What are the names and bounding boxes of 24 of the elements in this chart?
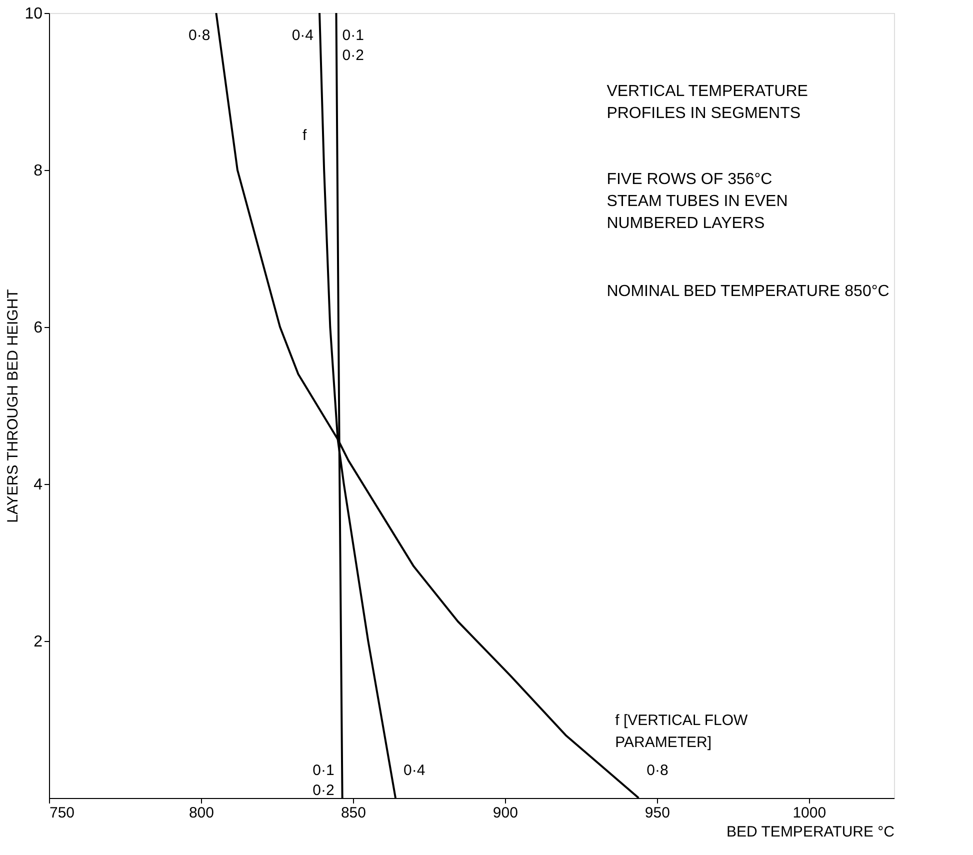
x-tick-label: 850 bbox=[340, 804, 366, 822]
series-label: 0·4 bbox=[292, 27, 314, 44]
text: 0·1 0·2 bbox=[312, 762, 334, 799]
x-tick-label: 800 bbox=[188, 804, 214, 822]
text: 0·8 bbox=[646, 762, 668, 779]
annotation: NOMINAL BED TEMPERATURE 850°C bbox=[606, 283, 890, 300]
series-label: 0·8 bbox=[188, 27, 210, 44]
x-tick-label: 950 bbox=[644, 804, 670, 822]
text: 0·4 bbox=[404, 762, 426, 779]
annotation: f bbox=[302, 127, 308, 144]
x-tick-label: 1000 bbox=[792, 804, 826, 822]
y-tick-label: 2 bbox=[34, 634, 43, 650]
x-axis-title: BED TEMPERATURE °C bbox=[726, 824, 895, 840]
annotation: VERTICAL TEMPERATURE PROFILES IN SEGMENTS bbox=[606, 83, 808, 122]
y-tick-label: 8 bbox=[34, 162, 43, 180]
y-axis-title: LAYERS THROUGH BED HEIGHT bbox=[4, 289, 22, 523]
y-tick-label: 6 bbox=[34, 320, 43, 336]
x-tick-label: 900 bbox=[492, 804, 518, 822]
y-tick-label: 4 bbox=[34, 476, 43, 494]
series-label: 0·1 0·2 bbox=[342, 27, 364, 64]
y-tick-label: 10 bbox=[24, 6, 43, 22]
annotation: FIVE ROWS OF 356°C STEAM TUBES IN EVEN NUMBERED LAYERS bbox=[606, 171, 788, 232]
annotation: f [VERTICAL FLOW PARAMETER] bbox=[615, 712, 749, 751]
x-tick-label: 750 bbox=[50, 804, 75, 822]
